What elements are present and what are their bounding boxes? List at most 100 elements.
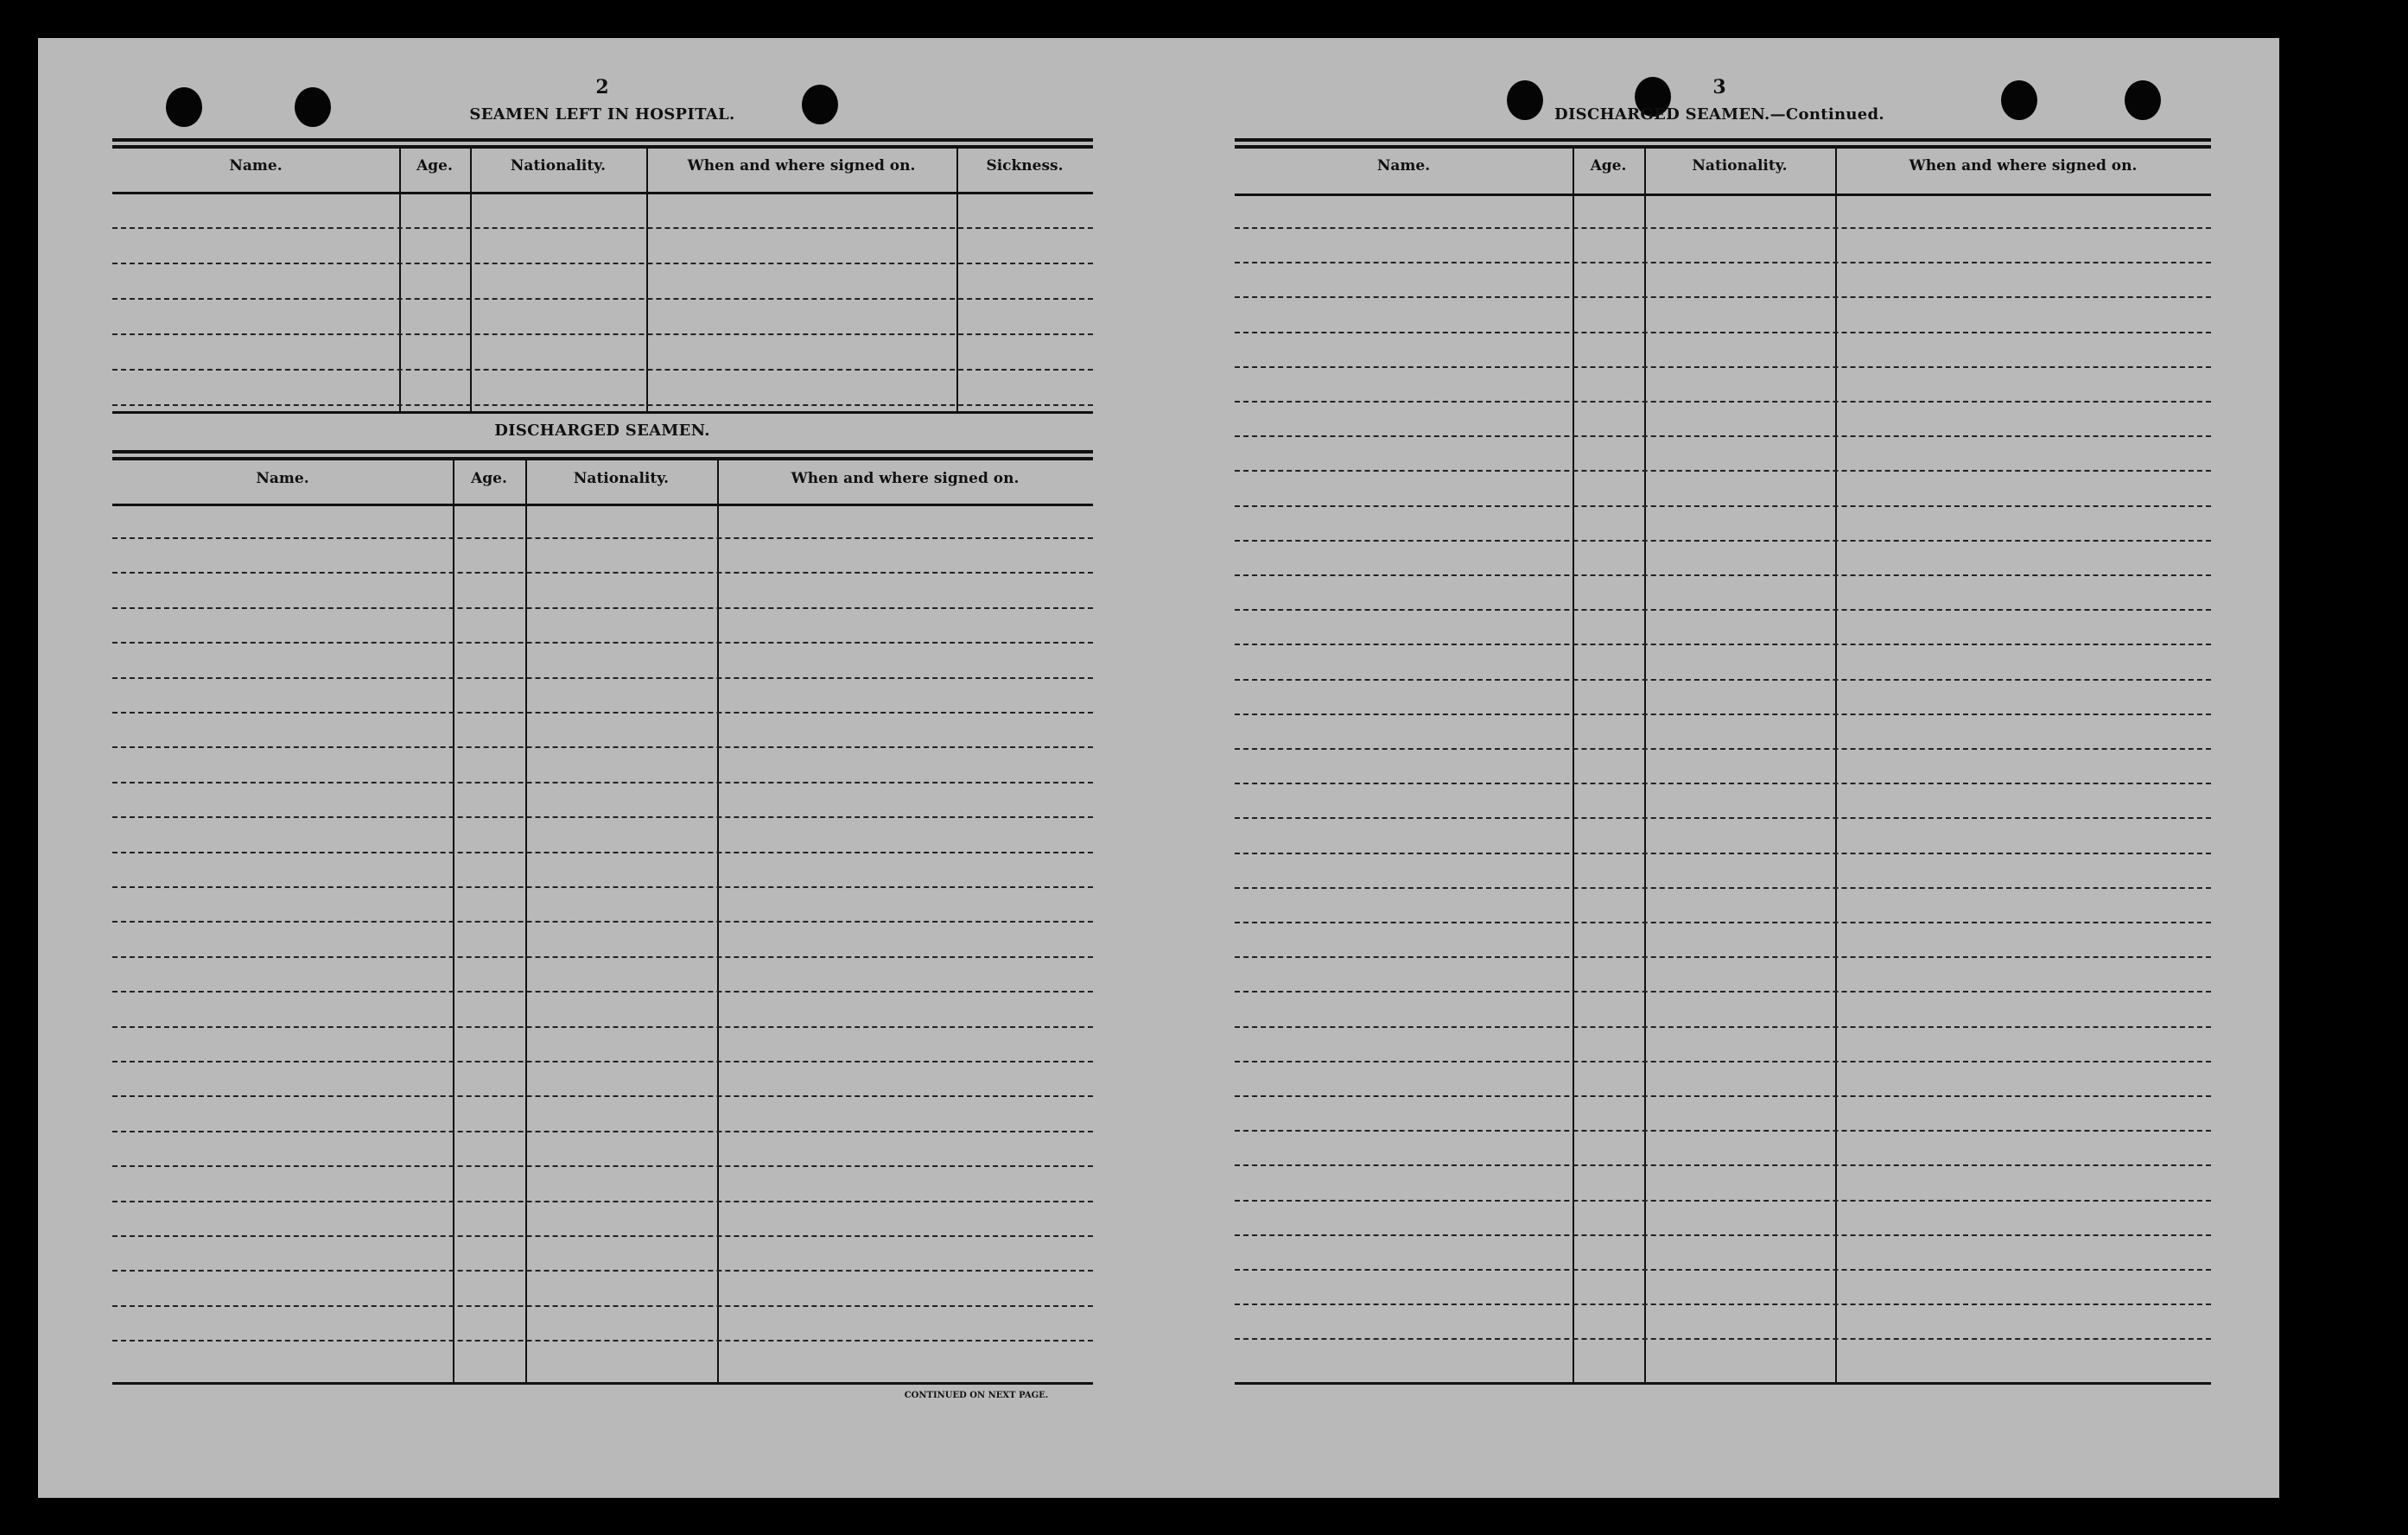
table-row [112, 572, 1093, 574]
hospital-section-title: SEAMEN LEFT IN HOSPITAL. [469, 105, 735, 124]
table-row [112, 642, 1093, 644]
column-divider [399, 147, 401, 411]
table-row [1235, 1026, 2211, 1028]
hospital-table-bottom-rule [112, 411, 1093, 414]
table-row [112, 1131, 1093, 1132]
table-row [112, 1061, 1093, 1062]
document-scan [38, 38, 2279, 1498]
table-row [1235, 817, 2211, 819]
table-row [112, 369, 1093, 371]
table-row [1235, 1269, 2211, 1271]
column-header: When and where signed on. [791, 470, 1020, 487]
column-divider [1644, 147, 1646, 1382]
table-row [112, 712, 1093, 714]
table-row [1235, 401, 2211, 403]
column-divider [717, 459, 719, 1382]
table-row [112, 956, 1093, 958]
table-row [1235, 991, 2211, 993]
punch-hole [166, 87, 202, 127]
table-row [1235, 505, 2211, 507]
table-row [112, 537, 1093, 539]
table-row [1235, 1234, 2211, 1236]
table-row [1235, 332, 2211, 333]
table-row [1235, 887, 2211, 889]
table-row [1235, 1200, 2211, 1202]
table-row [112, 298, 1093, 300]
table-row [1235, 783, 2211, 784]
discharged-continued-title: DISCHARGED SEAMEN.—Continued. [1554, 105, 1884, 124]
column-header: Nationality. [1692, 157, 1788, 174]
column-header: Nationality. [510, 157, 607, 174]
column-divider [956, 147, 958, 411]
punch-hole [1635, 77, 1671, 117]
hospital-table-header-rule [112, 192, 1093, 194]
table-row [112, 852, 1093, 853]
table-row [1235, 262, 2211, 263]
table-row [112, 227, 1093, 229]
table-row [1235, 1061, 2211, 1062]
punch-hole [802, 85, 838, 124]
table-row [1235, 956, 2211, 958]
column-header: Name. [256, 470, 309, 487]
hospital-table-top-rule [112, 138, 1093, 149]
table-row [112, 1270, 1093, 1272]
table-row [112, 1201, 1093, 1202]
table-row [112, 1235, 1093, 1237]
table-row [1235, 748, 2211, 750]
discharged-continued-table-bottom-rule [1235, 1382, 2211, 1385]
table-row [1235, 922, 2211, 923]
table-row [112, 1305, 1093, 1307]
table-row [1235, 853, 2211, 854]
table-row [1235, 1338, 2211, 1340]
column-header: Nationality. [573, 470, 670, 487]
column-header: Sickness. [986, 157, 1064, 174]
table-row [1235, 609, 2211, 611]
table-row [112, 746, 1093, 748]
table-row [1235, 540, 2211, 542]
column-divider [646, 147, 648, 411]
column-header: When and where signed on. [687, 157, 916, 174]
table-row [1235, 366, 2211, 368]
column-header: Age. [471, 470, 507, 487]
table-row [112, 816, 1093, 818]
column-divider [470, 147, 472, 411]
discharged-table-header-rule [112, 504, 1093, 506]
table-row [112, 263, 1093, 264]
table-row [1235, 470, 2211, 472]
punch-hole [2125, 80, 2161, 120]
punch-hole [2001, 80, 2037, 120]
table-row [1235, 574, 2211, 576]
discharged-continued-table-top-rule [1235, 138, 2211, 149]
column-header: When and where signed on. [1909, 157, 2138, 174]
table-row [112, 1095, 1093, 1097]
table-row [112, 333, 1093, 335]
column-header: Name. [1376, 157, 1431, 174]
table-row [112, 1026, 1093, 1028]
table-row [112, 782, 1093, 783]
table-row [1235, 435, 2211, 437]
table-row [1235, 1303, 2211, 1305]
table-row [112, 921, 1093, 923]
punch-hole [1507, 80, 1543, 120]
table-row [112, 677, 1093, 679]
table-row [1235, 227, 2211, 229]
discharged-continued-table-header-rule [1235, 193, 2211, 196]
page-number-left: 2 [595, 76, 609, 98]
table-row [1235, 679, 2211, 681]
page-number-right: 3 [1712, 76, 1726, 98]
column-divider [525, 459, 527, 1382]
table-row [112, 1165, 1093, 1167]
table-row [112, 886, 1093, 888]
discharged-table-top-rule [112, 450, 1093, 460]
table-row [1235, 1164, 2211, 1166]
table-row [1235, 1130, 2211, 1132]
column-divider [1835, 147, 1837, 1382]
continued-footer: CONTINUED ON NEXT PAGE. [904, 1391, 1049, 1400]
table-row [1235, 714, 2211, 715]
column-divider [1573, 147, 1574, 1382]
table-row [112, 991, 1093, 993]
table-row [112, 1340, 1093, 1342]
table-row [112, 607, 1093, 609]
column-header: Age. [1590, 157, 1627, 174]
table-row [112, 404, 1093, 406]
